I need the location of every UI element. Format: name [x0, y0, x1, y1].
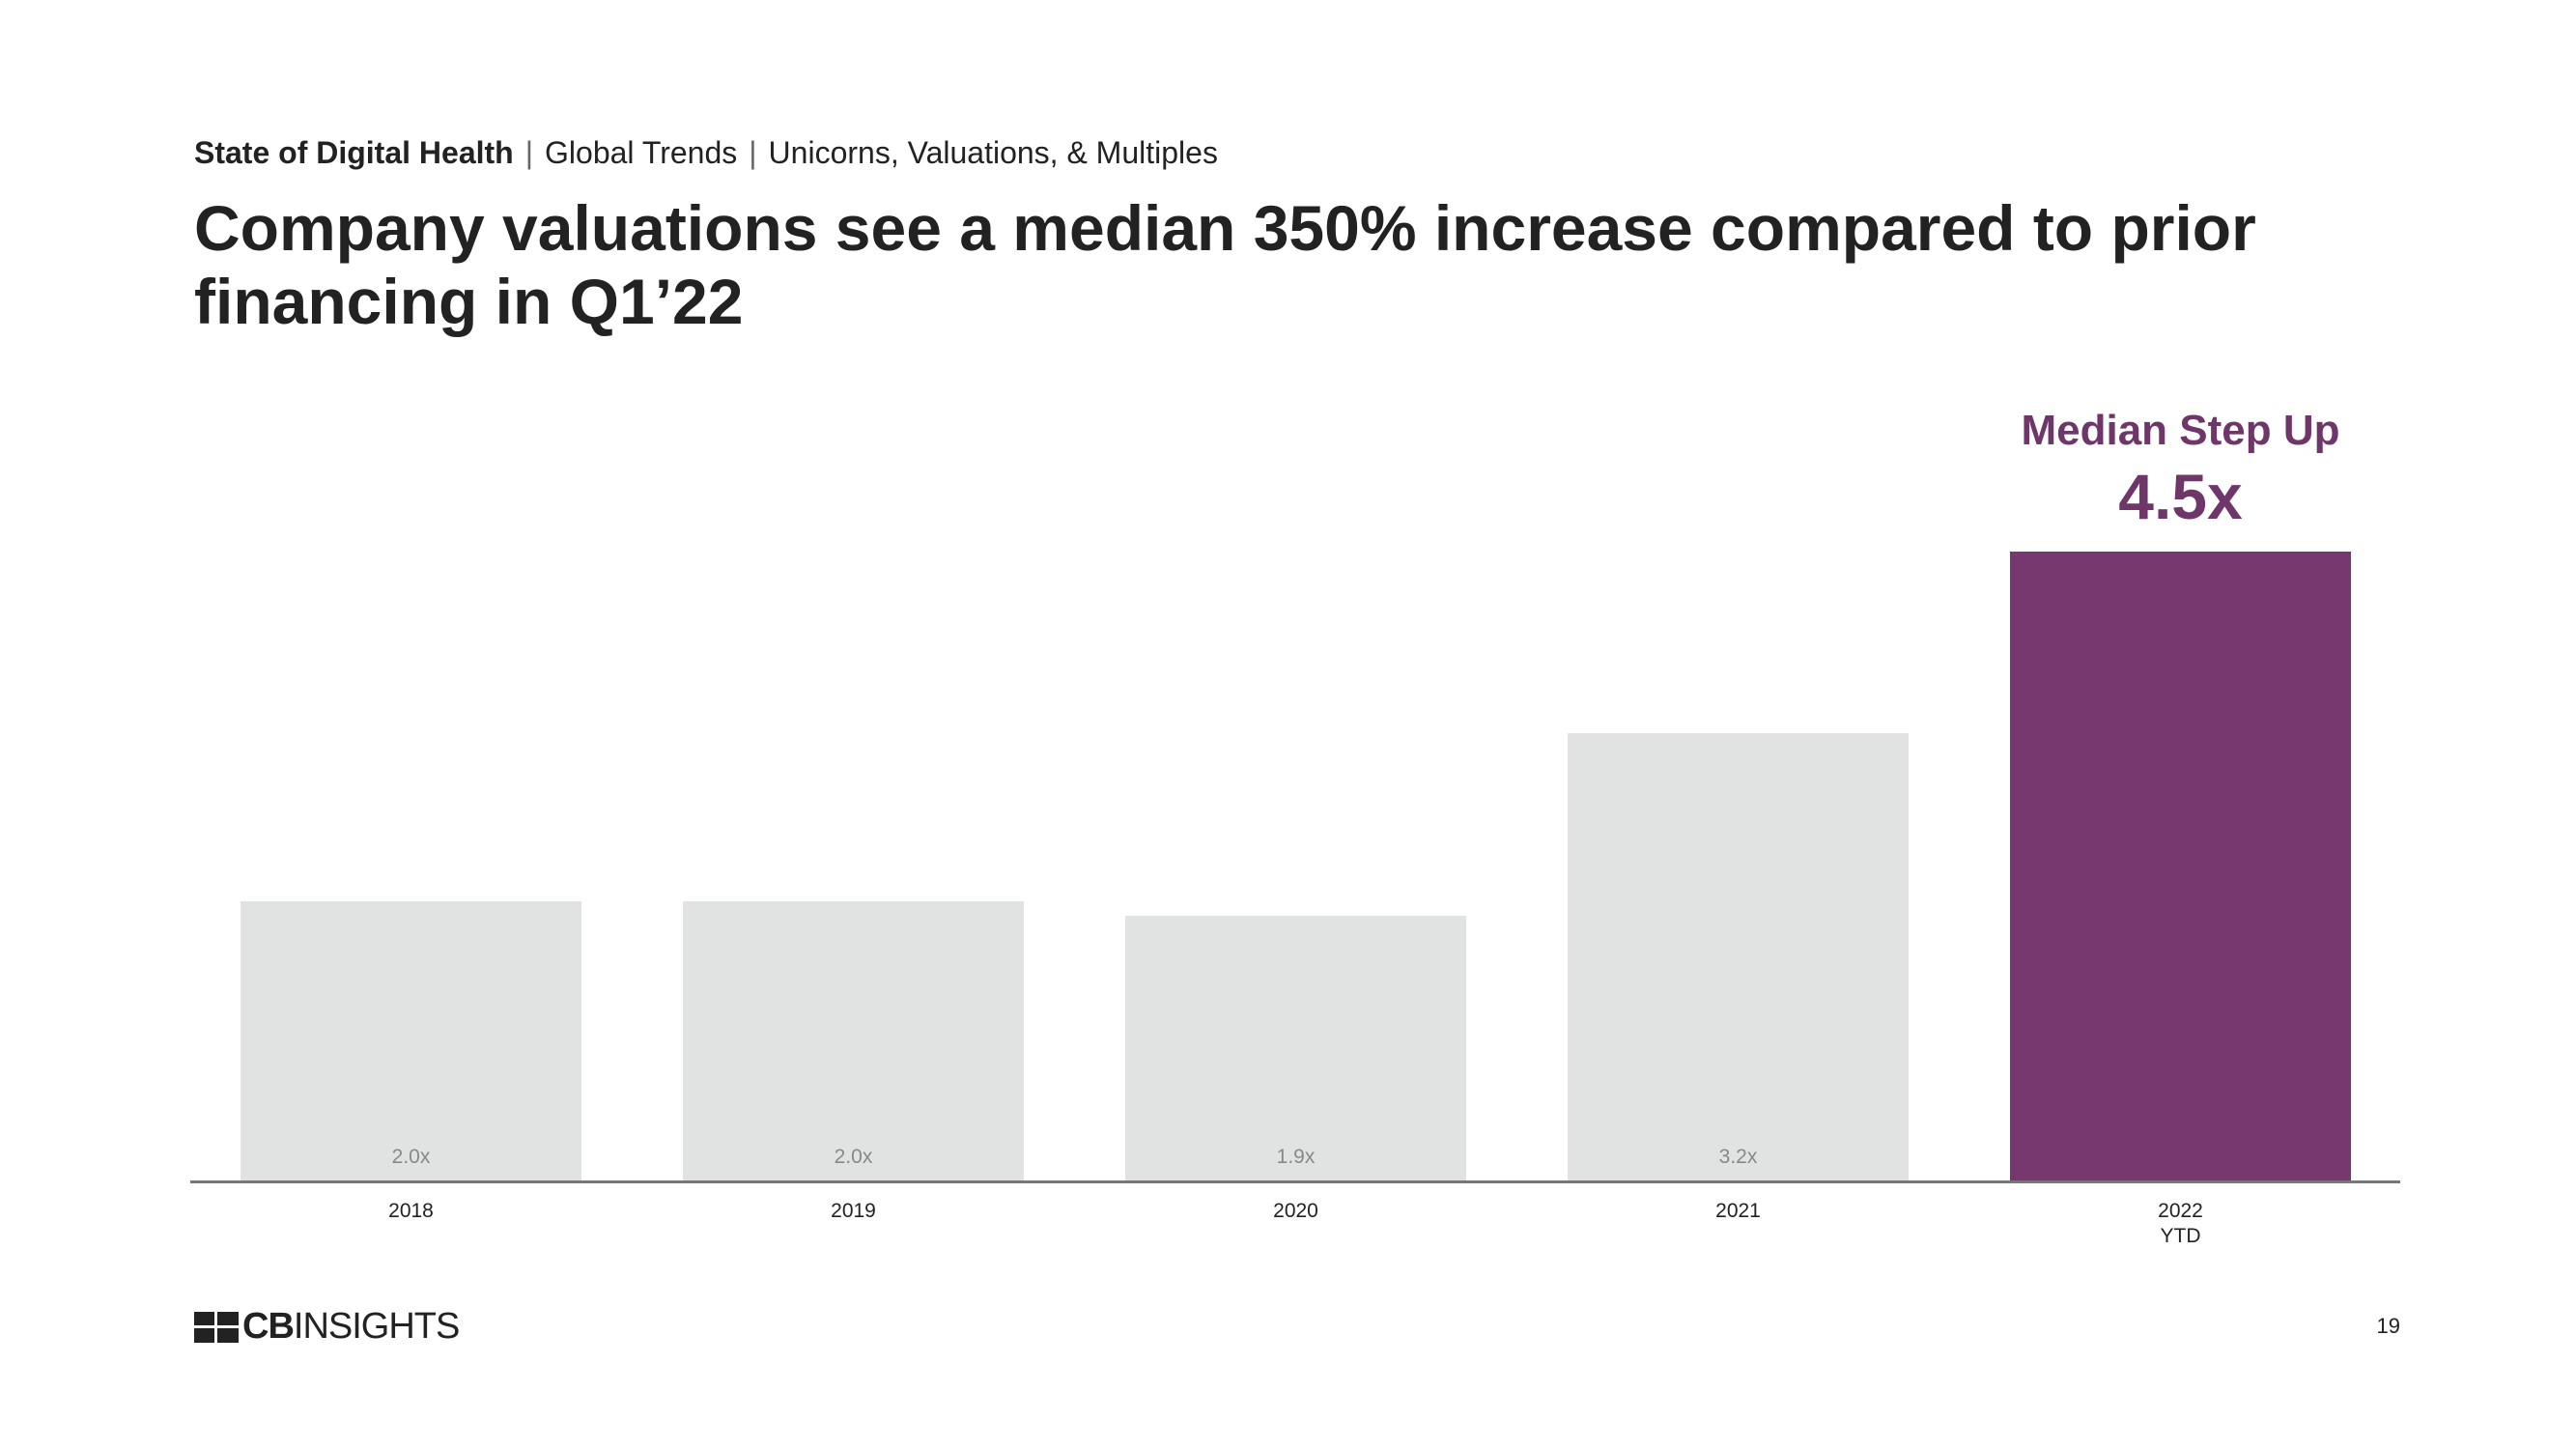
section: State of Digital Health — [194, 135, 514, 170]
slide-title: Company valuations see a median 350% inc… — [194, 192, 2256, 337]
logo-bold: CB — [242, 1306, 295, 1347]
subtopic: Unicorns, Valuations, & Multiples — [768, 135, 1218, 170]
x-axis-line — [190, 1180, 2400, 1183]
x-tick-label: 2020 — [1273, 1200, 1318, 1222]
x-tick-label: 2021 — [1715, 1200, 1761, 1222]
value-label: 2.0x — [391, 1146, 431, 1168]
x-tick-label: 2019 — [831, 1200, 876, 1222]
value-label: 3.2x — [1718, 1146, 1758, 1168]
value-label: 1.9x — [1276, 1146, 1316, 1168]
x-tick-label: 2022 YTD — [2158, 1200, 2203, 1247]
breadcrumb: State of Digital Health | Global Trends | Un… — [194, 135, 1218, 171]
value-label: 4.5x — [2118, 460, 2243, 532]
topic: Global Trends — [545, 135, 738, 170]
bar — [683, 901, 1024, 1181]
separator: | — [749, 135, 757, 170]
bar — [241, 901, 581, 1181]
annotation: Median Step Up — [2021, 406, 2340, 454]
bar — [1568, 733, 1909, 1181]
bar — [2010, 551, 2351, 1181]
page-number: 19 — [2376, 1314, 2400, 1338]
logo: CB INSIGHTS — [194, 1306, 460, 1348]
bar — [1125, 915, 1466, 1181]
separator: | — [524, 135, 534, 170]
x-tick-label: 2018 — [388, 1200, 434, 1222]
logo-light: INSIGHTS — [293, 1306, 460, 1347]
logo-icon — [194, 1311, 239, 1343]
value-label: 2.0x — [834, 1146, 873, 1168]
